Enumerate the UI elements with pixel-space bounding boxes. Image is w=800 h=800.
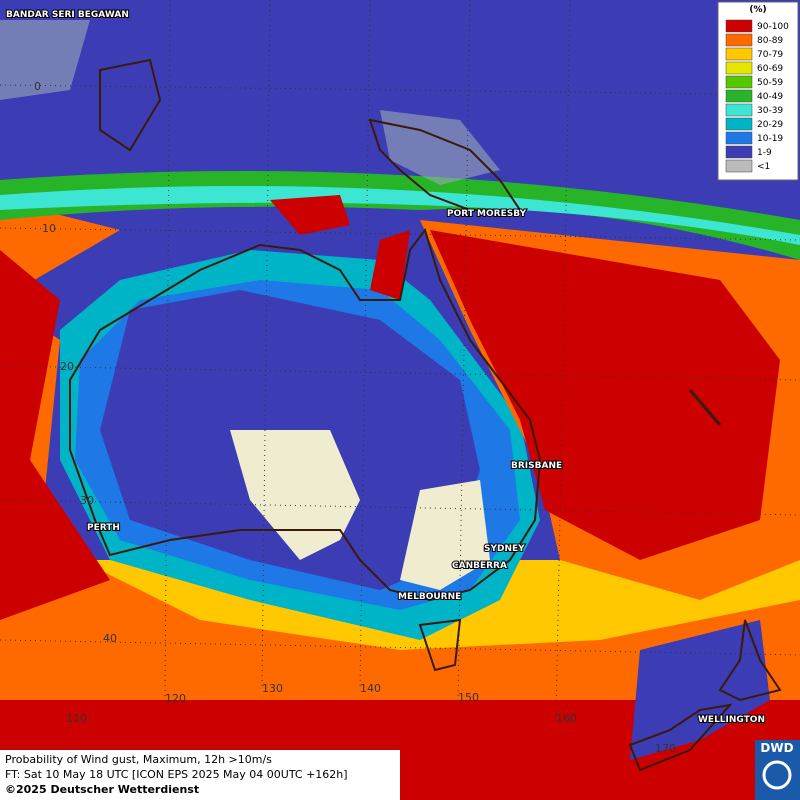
legend-label: 40-49: [757, 92, 783, 102]
grid-label: 40: [103, 632, 117, 645]
legend-title: (%): [749, 5, 766, 15]
footer-box: [0, 750, 400, 800]
grid-label: 110: [66, 712, 87, 725]
logo-icon: [762, 760, 792, 790]
labels: BANDAR SERI BEGAWAN PORT MORESBY BRISBANE P…: [5, 9, 766, 755]
grid-label: 160: [556, 712, 577, 725]
grid-label: 30: [80, 494, 94, 507]
grid-label: 0: [34, 80, 41, 93]
legend-label: 80-89: [757, 36, 783, 46]
legend-swatch: [725, 145, 753, 159]
legend-swatch: [725, 159, 753, 173]
grid-label: 10: [42, 222, 56, 235]
legend-label: 10-19: [757, 134, 783, 144]
city-label: BANDAR SERI BEGAWAN: [6, 10, 129, 20]
footer-line: FT: Sat 10 May 18 UTC [ICON EPS 2025 May…: [5, 768, 348, 781]
city-label: WELLINGTON: [698, 715, 765, 725]
legend-swatch: [725, 89, 753, 103]
grid-label: 20: [60, 360, 74, 373]
legend: (%) 90-100 80-89 70-79 60-69 50-59 40-49 30-39…: [717, 1, 799, 181]
city-label: MELBOURNE: [398, 592, 461, 602]
legend-swatch: [725, 75, 753, 89]
city-label: PERTH: [87, 523, 120, 533]
graticule: [0, 0, 800, 721]
grid-label: 150: [458, 691, 479, 704]
city-label: PORT MORESBY: [447, 209, 527, 219]
legend-swatch: [725, 19, 753, 33]
legend-label: 20-29: [757, 120, 783, 130]
legend-label: 70-79: [757, 50, 783, 60]
legend-label: 50-59: [757, 78, 783, 88]
legend-label: 30-39: [757, 106, 783, 116]
legend-label: 60-69: [757, 64, 783, 74]
logo-box: [755, 740, 800, 800]
city-label: BRISBANE: [511, 461, 562, 471]
legend-swatch: [725, 47, 753, 61]
legend-swatch: [725, 117, 753, 131]
footer-line: Probability of Wind gust, Maximum, 12h >…: [5, 753, 272, 766]
logo-text: DWD: [760, 741, 793, 755]
grid-label: 170: [655, 742, 676, 755]
legend-label: 90-100: [757, 22, 789, 32]
coastlines: [69, 58, 782, 772]
footer-line: ©2025 Deutscher Wetterdienst: [5, 783, 199, 796]
grid-label: 140: [360, 682, 381, 695]
legend-label: 1-9: [757, 148, 772, 158]
legend-swatch: [725, 33, 753, 47]
legend-swatch: [725, 103, 753, 117]
legend-swatch: [725, 61, 753, 75]
city-label: SYDNEY: [484, 544, 525, 554]
grid-label: 120: [165, 692, 186, 705]
legend-swatch: [725, 131, 753, 145]
city-label: CANBERRA: [452, 561, 507, 571]
legend-label: <1: [757, 162, 770, 172]
grid-label: 130: [262, 682, 283, 695]
